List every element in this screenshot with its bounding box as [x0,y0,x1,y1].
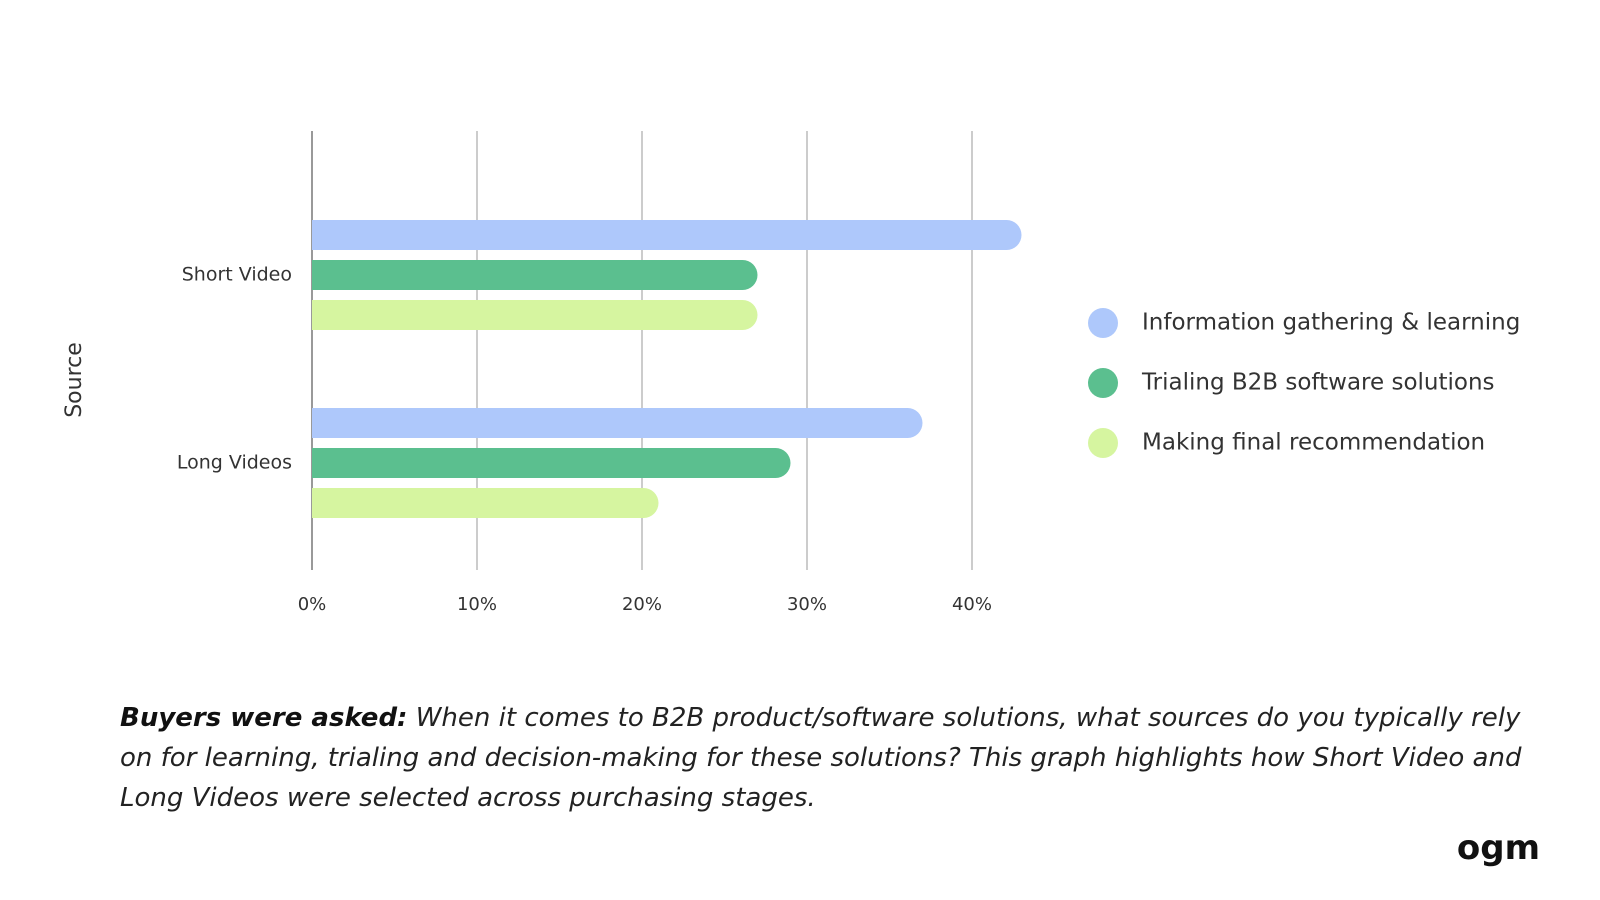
legend-label: Information gathering & learning [1142,310,1520,336]
y-axis-label: Source [62,342,87,418]
y-tick-label: Long Videos [177,452,292,474]
caption: Buyers were asked: When it comes to B2B … [120,698,1540,818]
y-tick-label: Short Video [182,264,292,286]
bar [312,408,923,438]
logo: ogm [1456,828,1540,868]
legend-label: Making final recommendation [1142,430,1485,456]
bar [312,300,758,330]
x-tick-label: 10% [457,594,497,615]
legend-marker [1088,428,1118,458]
bar [312,220,1022,250]
bar [312,260,758,290]
x-tick-label: 0% [298,594,327,615]
legend-label: Trialing B2B software solutions [1141,370,1495,396]
bar [312,488,659,518]
x-tick-label: 30% [787,594,827,615]
caption-lead: Buyers were asked: [120,703,408,733]
x-tick-label: 40% [952,594,992,615]
legend-marker [1088,308,1118,338]
x-tick-label: 20% [622,594,662,615]
legend-marker [1088,368,1118,398]
bar [312,448,791,478]
caption-text: When it comes to B2B product/software so… [120,703,1522,813]
